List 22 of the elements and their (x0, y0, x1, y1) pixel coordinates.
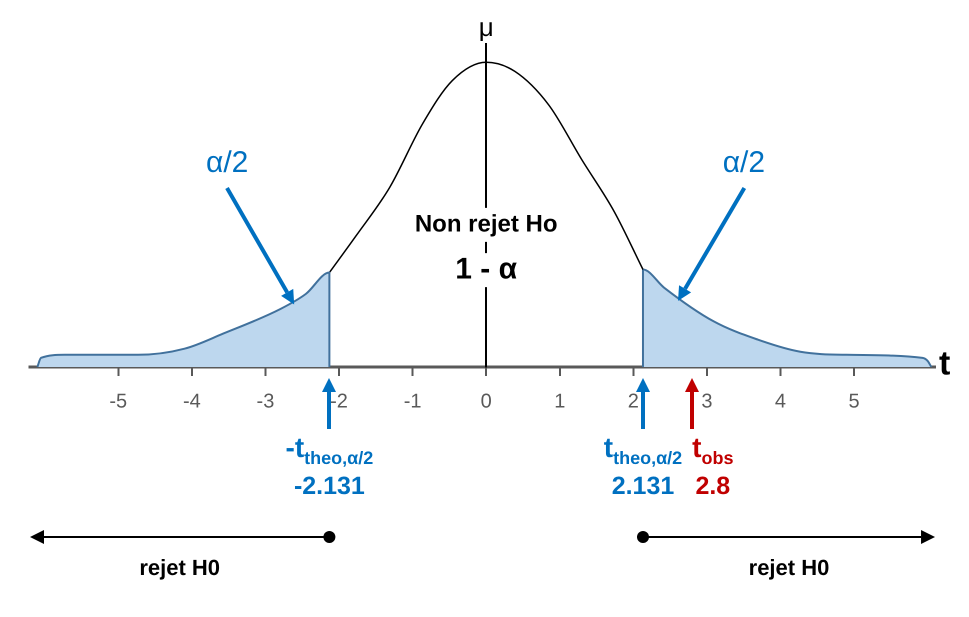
text: 2.8 (695, 472, 730, 500)
x-tick-label: -1 (404, 390, 422, 413)
x-tick-label: 3 (701, 390, 712, 413)
x-tick-label: 4 (774, 390, 786, 413)
x-tick-label: -5 (109, 390, 128, 413)
x-axis-title: t (939, 344, 950, 382)
x-tick-label: 2 (628, 390, 639, 413)
x-tick-label: 5 (848, 390, 860, 413)
x-tick-label: -4 (182, 390, 201, 413)
annotation: α/2 (722, 146, 766, 179)
text: -2.131 (294, 472, 365, 500)
y-axis-title: μ (478, 12, 494, 42)
text: rejet H0 (139, 555, 220, 580)
x-tick-label: 1 (554, 390, 566, 413)
annotation: α/2 (206, 146, 248, 179)
annotation: 1 - α (455, 252, 518, 286)
text: rejet H0 (748, 555, 830, 580)
text: 2.131 (612, 472, 674, 500)
x-tick-label: -2 (330, 390, 348, 413)
x-tick-label: -3 (256, 390, 274, 413)
x-tick-label: 0 (480, 390, 492, 413)
annotation: Non rejet Ho (414, 210, 558, 238)
